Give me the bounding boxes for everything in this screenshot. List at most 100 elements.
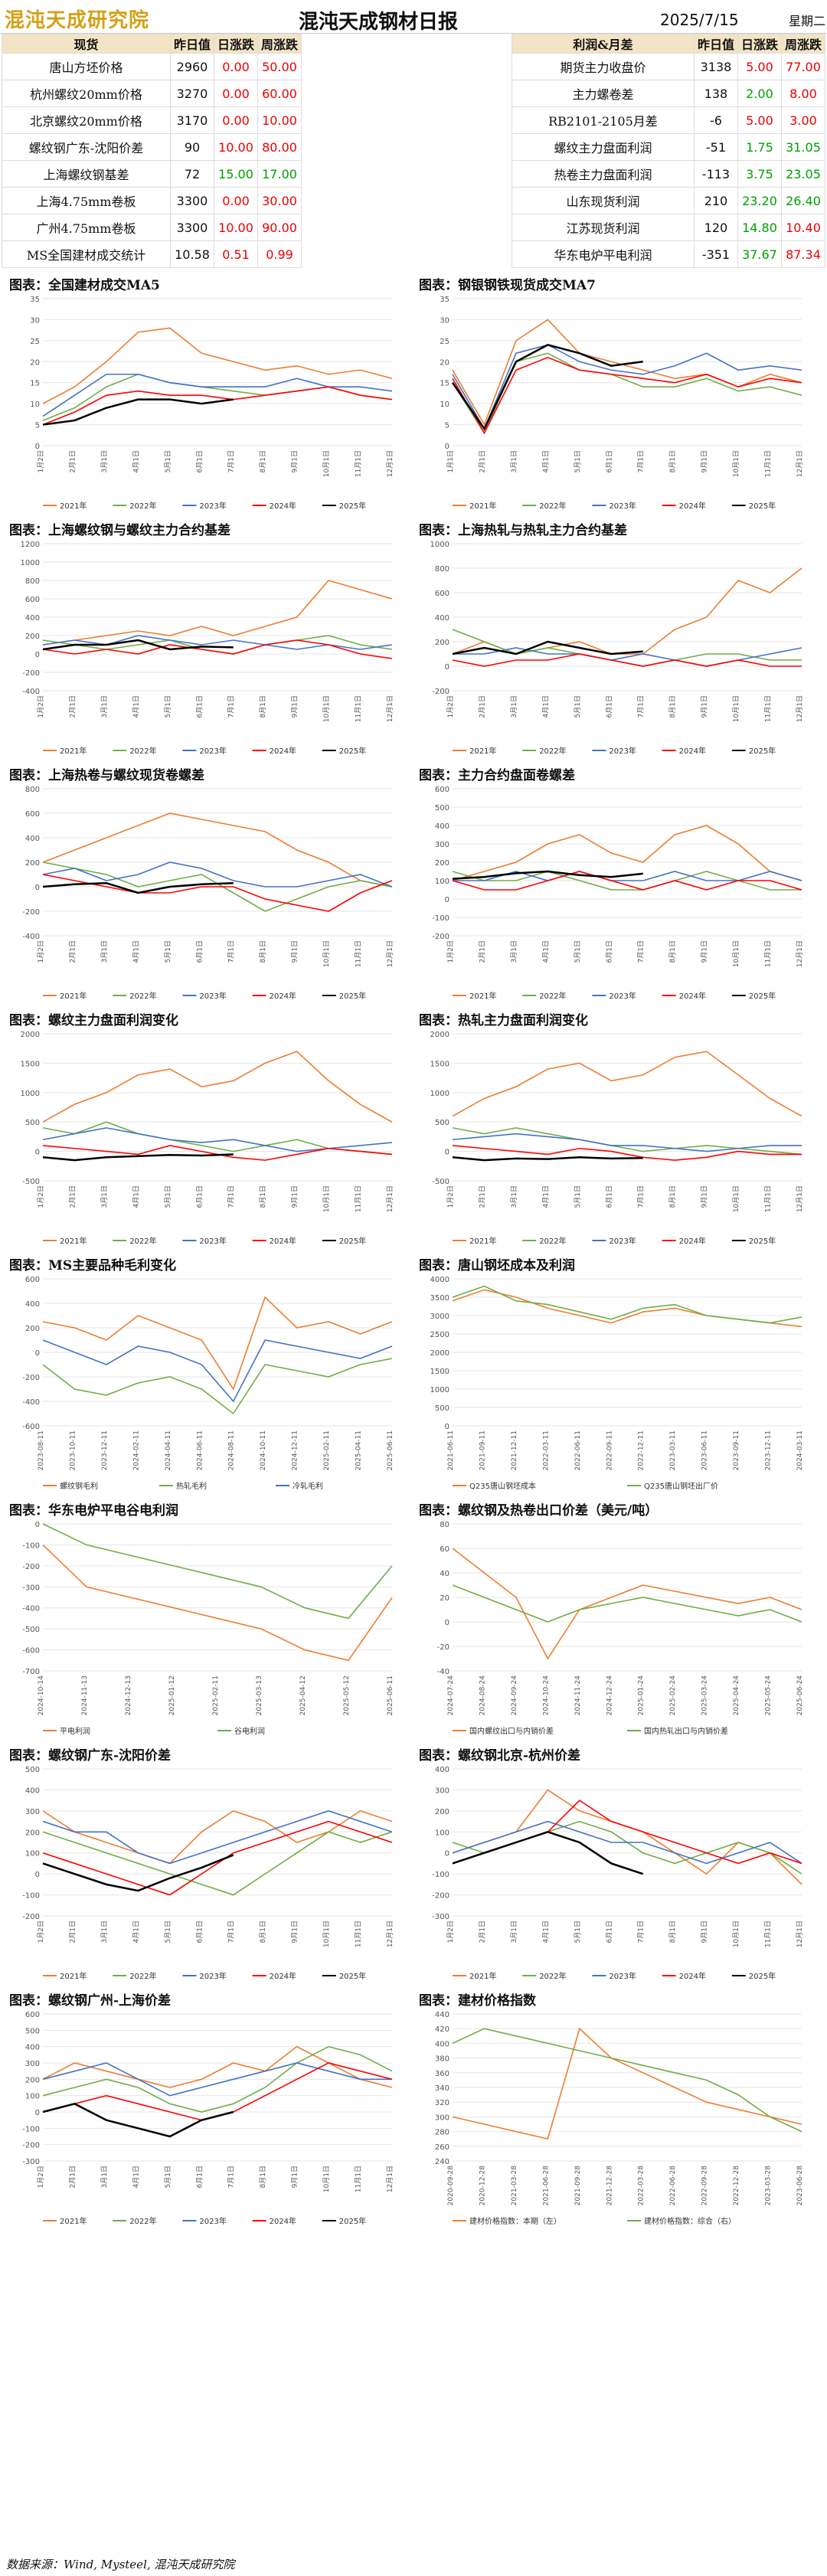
legend-label: 建材价格指数：综合（右）: [644, 2216, 736, 2226]
x-tick-label: 2025-03-13: [256, 1675, 263, 1715]
profit-spread-table: 利润&月差 昨日值 日涨跌 周涨跌 期货主力收盘价 3138 5.00 77.00 主力螺卷差…: [511, 34, 826, 268]
x-tick-label: 7月1日: [637, 1921, 646, 1943]
x-tick-label: 8月1日: [668, 1921, 677, 1943]
legend-label: 2021年: [60, 501, 87, 511]
legend-label: 国内螺纹出口与内销价差: [469, 1726, 554, 1736]
x-tick-label: 2月1日: [68, 1921, 77, 1943]
x-tick-label: 7月1日: [637, 695, 646, 718]
y-tick-label: 400: [435, 614, 449, 623]
x-tick-label: 6月1日: [605, 695, 613, 718]
y-tick-label: 100: [25, 2093, 40, 2101]
chart-svg: -200 -100 0 100 200 300 400 500 600 1月2日 2月1日 3月1日 4…: [432, 786, 804, 1001]
legend-label: 2025年: [749, 991, 776, 1001]
x-tick-label: 2022-12-11: [638, 1430, 646, 1470]
table-row: 华东电炉平电利润 -351 37.67 87.34: [511, 240, 826, 268]
x-tick-label: 10月1日: [322, 2166, 331, 2192]
legend-label: 2022年: [129, 2216, 156, 2226]
x-tick-label: 1月2日: [446, 1921, 455, 1943]
row-value: 77.00: [780, 53, 826, 80]
legend-label: 2023年: [199, 501, 226, 511]
y-tick-label: -200: [22, 1563, 40, 1571]
y-tick-label: 200: [435, 639, 449, 647]
x-tick-label: 2024-09-24: [511, 1675, 518, 1716]
legend-label: 2022年: [539, 1236, 566, 1246]
chart-svg: -600 -400 -200 0 200 400 600 2023-08-11 2023-10-…: [22, 1276, 394, 1491]
table-header-cell: 日涨跌: [214, 34, 259, 54]
row-value: -351: [693, 240, 738, 268]
table-row: 螺纹钢广东-沈阳价差 90 10.00 80.00: [2, 133, 302, 161]
table-row: RB2101-2105月差 -6 5.00 3.00: [511, 106, 826, 134]
y-tick-label: -200: [22, 1913, 40, 1921]
chart-panel: 图表：钢银钢铁现货成交MA7 0 5 10 15 20 25 30 35 1月1日 2月1日 3月1日…: [419, 274, 813, 519]
chart-panel: 图表：MS主要品种毛利变化 -600 -400 -200 0 200 400 600 2023-…: [9, 1254, 404, 1499]
legend-label: 2025年: [339, 991, 366, 1001]
y-tick-label: 500: [25, 2027, 40, 2035]
x-tick-label: 5月1日: [574, 695, 582, 718]
y-tick-label: 0: [35, 2109, 40, 2117]
x-tick-label: 2月1日: [68, 940, 77, 963]
series-line: [452, 1145, 802, 1161]
chart-panel: 图表：上海螺纹钢与螺纹主力合约基差 -400 -200 0 200 400 600 800 10…: [9, 519, 404, 764]
y-tick-label: 1500: [430, 1368, 449, 1376]
x-tick-label: 2025-04-24: [733, 1675, 740, 1716]
series-line: [42, 2045, 393, 2088]
series-line: [452, 1285, 802, 1324]
y-tick-label: -500: [22, 1178, 40, 1186]
y-tick-label: -600: [22, 1647, 40, 1656]
y-tick-label: 500: [435, 1404, 449, 1413]
x-tick-label: 5月1日: [164, 1921, 172, 1943]
x-tick-label: 9月1日: [701, 1185, 709, 1208]
table-row: 山东现货利润 210 23.20 26.40: [511, 187, 826, 214]
chart-title: 图表：上海热轧与热轧主力合约基差: [419, 523, 627, 538]
row-label: MS全国建材成交统计: [2, 240, 171, 268]
legend-label: 2025年: [339, 2216, 366, 2226]
legend-label: 国内热轧出口与内销价差: [644, 1726, 728, 1736]
y-tick-label: 200: [25, 859, 40, 868]
series-line: [452, 344, 802, 430]
chart-title: 图表：螺纹主力盘面利润变化: [9, 1013, 178, 1028]
series-line: [452, 870, 643, 880]
x-tick-label: 12月1日: [386, 450, 394, 477]
y-tick-label: 10: [30, 400, 40, 409]
y-tick-label: 1000: [21, 559, 40, 567]
x-tick-label: 6月1日: [605, 1921, 613, 1943]
row-label: 华东电炉平电利润: [511, 240, 695, 268]
series-line: [452, 1789, 802, 1885]
x-tick-label: 6月1日: [605, 450, 613, 472]
x-tick-label: 2022-03-28: [638, 2166, 646, 2206]
x-tick-label: 3月1日: [100, 2166, 109, 2188]
legend-label: 2025年: [339, 1971, 366, 1981]
chart-title: 图表：华东电炉平电谷电利润: [9, 1503, 178, 1518]
y-tick-label: 0: [35, 443, 40, 451]
y-tick-label: 340: [435, 2084, 449, 2093]
summary-tables: 现货 昨日值 日涨跌 周涨跌 唐山方坯价格 2960 0.00 50.00 杭州螺纹20mm价…: [0, 34, 827, 268]
series-line: [42, 1854, 234, 1892]
legend-label: 2021年: [60, 1971, 87, 1981]
x-tick-label: 5月1日: [164, 695, 172, 718]
table-row: 上海螺纹钢基差 72 15.00 17.00: [2, 160, 302, 188]
y-tick-label: -200: [22, 2142, 40, 2150]
y-tick-label: 600: [25, 596, 40, 604]
legend-label: 2024年: [679, 501, 706, 511]
legend-label: 2024年: [679, 746, 706, 756]
chart-svg: -400 -200 0 200 400 600 800 1000 1200 1月2日 2月1日 3月1…: [21, 541, 394, 756]
x-tick-label: 12月1日: [796, 1921, 804, 1947]
x-tick-label: 8月1日: [259, 1185, 267, 1208]
y-tick-label: 1000: [430, 1386, 449, 1394]
legend-label: Q235唐山钢坯出厂价: [644, 1481, 718, 1491]
y-tick-label: 20: [440, 358, 449, 367]
chart-svg: -500 0 500 1000 1500 2000 1月2日 2月1日 3月1日 4月1日 5月1日…: [430, 1031, 804, 1246]
y-tick-label: -100: [22, 1892, 40, 1901]
chart-title: 图表：螺纹钢及热卷出口价差（美元/吨）: [419, 1503, 659, 1518]
legend-label: 2023年: [609, 991, 636, 1001]
y-tick-label: 400: [435, 1766, 449, 1774]
x-tick-label: 2025-04-11: [355, 1430, 363, 1470]
x-tick-label: 7月1日: [227, 1921, 236, 1943]
x-tick-label: 6月1日: [195, 2166, 204, 2188]
x-tick-label: 5月1日: [574, 940, 582, 963]
x-tick-label: 10月1日: [732, 1185, 740, 1212]
x-tick-label: 7月1日: [637, 450, 646, 472]
x-tick-label: 12月1日: [796, 450, 804, 477]
row-value: 1.75: [737, 133, 782, 161]
x-tick-label: 9月1日: [701, 450, 709, 472]
